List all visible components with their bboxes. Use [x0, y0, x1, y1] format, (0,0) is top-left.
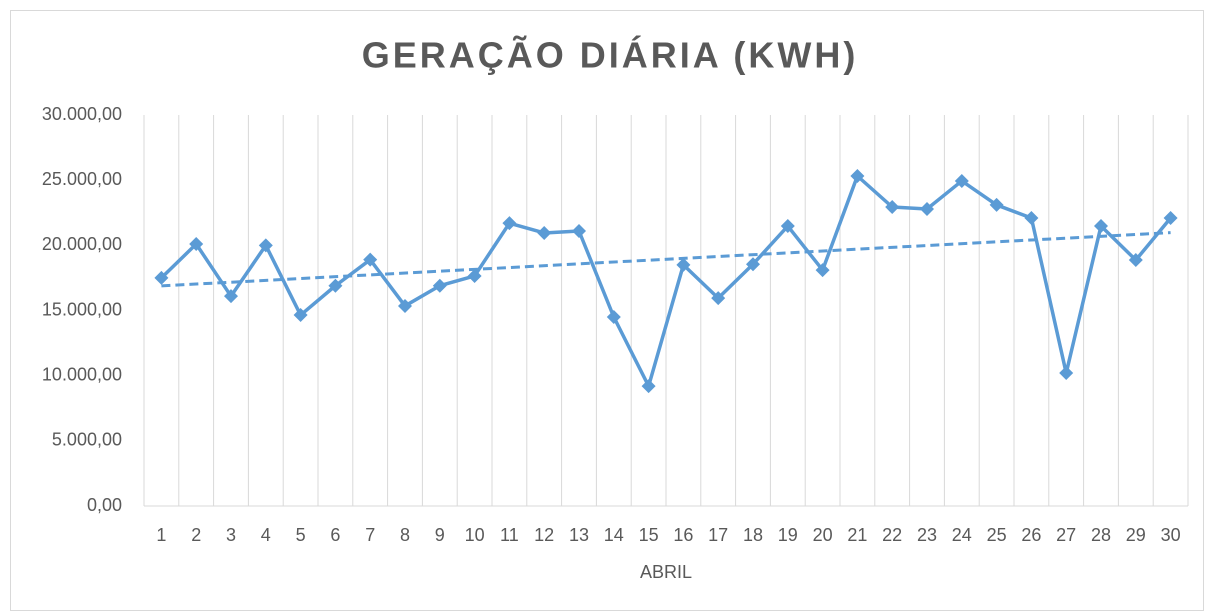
marker [363, 252, 378, 267]
x-tick-label: 21 [847, 525, 867, 545]
line [160, 174, 1172, 388]
marker [293, 308, 308, 323]
marker [676, 257, 691, 272]
marker [328, 278, 343, 293]
x-tick-label: 30 [1161, 525, 1181, 545]
x-tick-label: 29 [1126, 525, 1146, 545]
x-tick-label: 23 [917, 525, 937, 545]
marker [154, 270, 169, 285]
x-tick-label: 8 [400, 525, 410, 545]
marker [780, 219, 795, 234]
x-tick-label: 14 [604, 525, 624, 545]
y-tick-label: 0,00 [87, 495, 122, 515]
marker [954, 173, 969, 188]
x-tick-label: 6 [330, 525, 340, 545]
trend-line [161, 231, 1171, 288]
marker [711, 291, 726, 306]
y-tick-label: 15.000,00 [42, 299, 122, 319]
marker [572, 223, 586, 238]
x-tick-label: 12 [534, 525, 554, 545]
x-tick-label: 19 [778, 525, 798, 545]
marker [537, 225, 552, 240]
x-tick-label: 17 [708, 525, 728, 545]
marker [1128, 253, 1143, 268]
x-tick-label: 25 [987, 525, 1007, 545]
x-tick-label: 22 [882, 525, 902, 545]
marker [1059, 366, 1074, 381]
marker [1024, 210, 1039, 225]
x-tick-label: 26 [1021, 525, 1041, 545]
y-tick-label: 25.000,00 [42, 169, 122, 189]
x-tick-label: 10 [465, 525, 485, 545]
marker [815, 263, 830, 278]
marker [1163, 210, 1178, 225]
y-tick-label: 10.000,00 [42, 364, 122, 384]
x-tick-label: 13 [569, 525, 589, 545]
marker [606, 310, 621, 325]
marker [641, 379, 656, 394]
marker [224, 289, 238, 304]
x-tick-label: 16 [673, 525, 693, 545]
x-tick-label: 15 [639, 525, 659, 545]
y-tick-label: 20.000,00 [42, 234, 122, 254]
x-tick-label: 2 [191, 525, 201, 545]
x-tick-label: 4 [261, 525, 271, 545]
marker [258, 238, 273, 253]
x-tick-label: 24 [952, 525, 972, 545]
x-tick-label: 5 [296, 525, 306, 545]
x-axis-label: ABRIL [640, 562, 692, 582]
marker [989, 197, 1004, 212]
marker [885, 200, 900, 215]
x-tick-label: 11 [500, 525, 519, 545]
x-tick-label: 28 [1091, 525, 1111, 545]
marker [432, 278, 447, 293]
marker [1094, 219, 1108, 234]
marker [746, 257, 760, 272]
x-tick-label: 7 [365, 525, 375, 545]
chart-title: GERAÇÃO DIÁRIA (KWH) [362, 34, 859, 76]
marker [189, 237, 204, 252]
x-tick-label: 20 [813, 525, 833, 545]
x-tick-label: 3 [226, 525, 236, 545]
marker [920, 201, 934, 216]
x-tick-label: 27 [1056, 525, 1076, 545]
x-tick-label: 9 [435, 525, 445, 545]
chart-border [10, 10, 1204, 611]
x-tick-label: 18 [743, 525, 763, 545]
y-tick-label: 5.000,00 [52, 430, 122, 450]
marker [502, 216, 517, 231]
y-tick-label: 30.000,00 [42, 104, 122, 124]
x-tick-label: 1 [156, 525, 166, 545]
marker [467, 268, 482, 283]
marker [850, 168, 865, 183]
marker [398, 298, 412, 313]
